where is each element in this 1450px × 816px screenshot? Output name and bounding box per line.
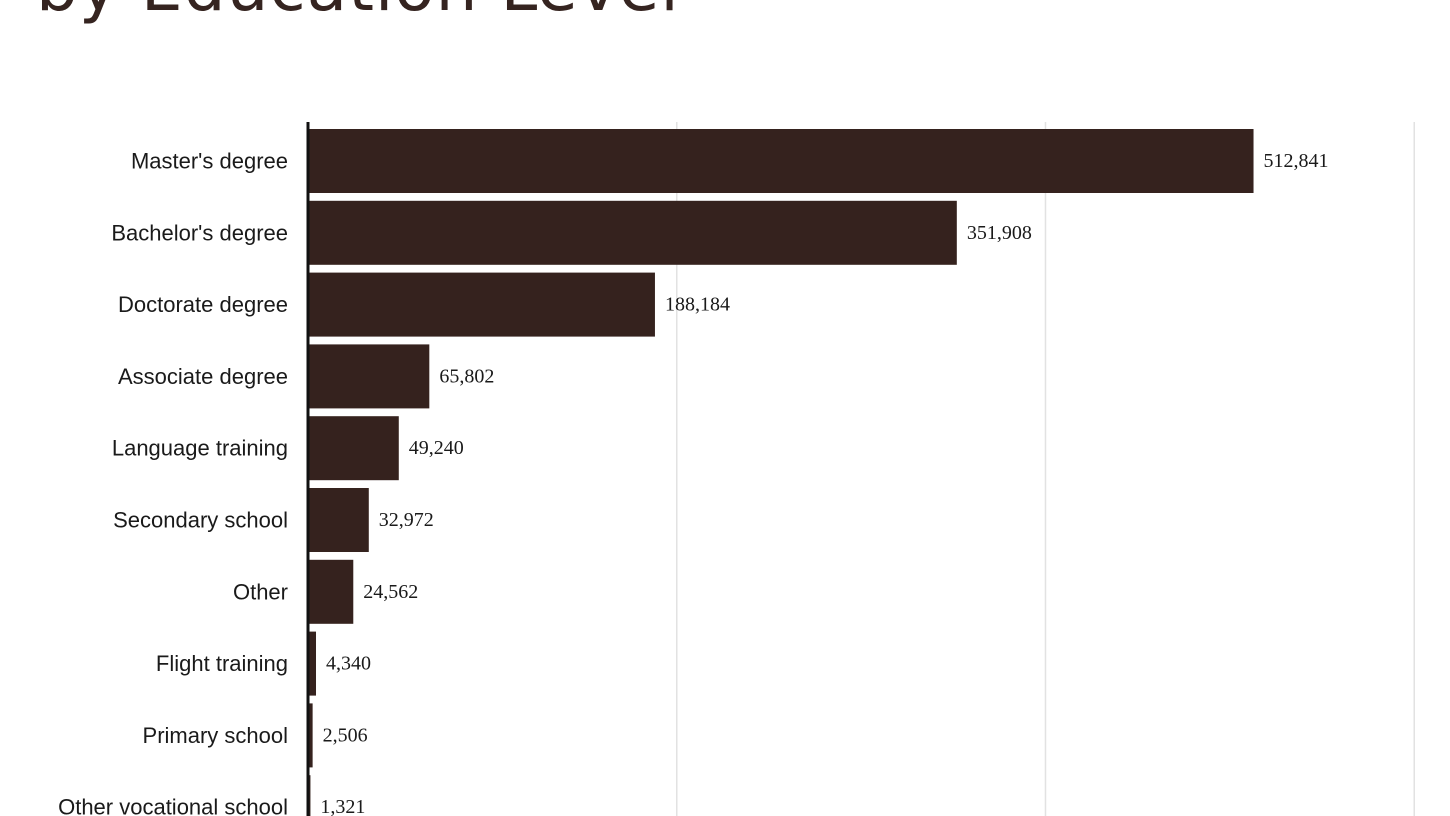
category-label: Master's degree bbox=[131, 149, 288, 174]
category-label: Language training bbox=[112, 436, 288, 461]
value-label: 32,972 bbox=[379, 509, 434, 531]
category-label: Flight training bbox=[156, 651, 288, 676]
category-label: Primary school bbox=[143, 723, 288, 748]
bar bbox=[308, 272, 655, 337]
bar bbox=[308, 631, 317, 696]
value-label: 351,908 bbox=[967, 222, 1032, 244]
value-label: 4,340 bbox=[326, 653, 371, 675]
category-label: Doctorate degree bbox=[118, 292, 288, 317]
chart-title: by Education Level bbox=[36, 0, 680, 30]
bars bbox=[308, 129, 1254, 816]
bar bbox=[308, 559, 354, 624]
value-label: 512,841 bbox=[1264, 150, 1329, 172]
category-label: Secondary school bbox=[113, 508, 288, 533]
value-label: 65,802 bbox=[439, 365, 494, 387]
bar bbox=[308, 344, 430, 409]
category-label: Associate degree bbox=[118, 364, 288, 389]
bar bbox=[308, 416, 399, 481]
labels: Master's degree 512,841 Bachelor's degree 3… bbox=[58, 149, 1328, 816]
category-label: Bachelor's degree bbox=[111, 220, 288, 245]
bar bbox=[308, 703, 313, 768]
value-label: 188,184 bbox=[665, 294, 730, 316]
category-label: Other bbox=[233, 579, 288, 604]
category-label: Other vocational school bbox=[58, 795, 288, 816]
bar bbox=[308, 488, 369, 552]
value-label: 24,562 bbox=[363, 581, 418, 603]
value-label: 2,506 bbox=[323, 724, 368, 746]
value-label: 49,240 bbox=[409, 437, 464, 459]
bar bbox=[308, 200, 957, 265]
bar bbox=[308, 129, 1254, 193]
value-label: 1,321 bbox=[320, 796, 365, 816]
